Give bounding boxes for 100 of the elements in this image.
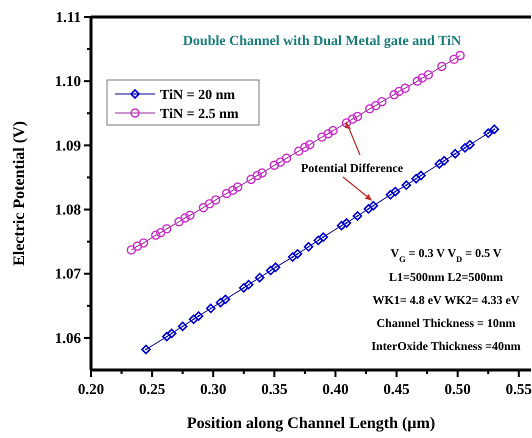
point <box>204 199 214 208</box>
point <box>402 180 412 190</box>
point <box>156 228 166 238</box>
point <box>390 186 400 196</box>
point <box>266 266 276 276</box>
point <box>449 54 459 64</box>
point <box>483 128 494 138</box>
point <box>151 230 160 240</box>
point <box>185 210 195 220</box>
point <box>292 249 302 259</box>
point <box>304 242 314 252</box>
point <box>364 204 374 214</box>
point <box>364 104 374 114</box>
point <box>141 344 151 354</box>
point <box>368 200 378 210</box>
point <box>166 328 176 338</box>
point <box>276 157 286 167</box>
point <box>377 97 387 106</box>
annotation: Potential Difference <box>300 161 404 175</box>
y-tick-label: 1.11 <box>56 10 81 26</box>
point <box>126 245 136 255</box>
point <box>252 170 262 180</box>
point <box>352 112 362 122</box>
point <box>317 132 327 142</box>
point <box>270 262 280 272</box>
point <box>328 126 338 136</box>
point <box>323 129 333 139</box>
point <box>386 190 396 200</box>
annotation: L1=500nm L2=500nm <box>388 270 504 284</box>
x-tick-label: 0.35 <box>261 382 288 398</box>
x-tick-label: 0.55 <box>506 382 532 398</box>
point <box>490 124 500 134</box>
x-tick-label: 0.30 <box>200 382 226 398</box>
point <box>434 159 444 169</box>
point <box>412 76 422 86</box>
legend-label: TiN = 2.5 nm <box>160 107 239 122</box>
point <box>220 294 230 304</box>
point <box>424 70 434 80</box>
point <box>162 332 172 342</box>
y-tick-label: 1.10 <box>54 74 81 90</box>
x-tick-label: 0.50 <box>444 382 471 398</box>
y-tick-label: 1.07 <box>54 266 82 283</box>
point <box>162 224 172 234</box>
point <box>455 50 465 60</box>
point <box>180 213 190 223</box>
point <box>450 148 460 159</box>
point <box>389 90 399 100</box>
point <box>300 142 310 152</box>
point <box>394 86 404 96</box>
legend-label: TiN = 20 nm <box>160 88 236 103</box>
point <box>244 280 254 290</box>
annotation: InterOxide Thickness =40nm <box>371 339 521 353</box>
point <box>254 272 264 282</box>
x-axis-title: Position along Channel Length (µm) <box>186 415 436 432</box>
y-tick-label: 1.09 <box>54 138 81 154</box>
point <box>198 202 208 212</box>
point <box>437 62 446 72</box>
point <box>400 84 410 93</box>
point <box>342 218 352 228</box>
point <box>314 236 324 246</box>
point <box>222 188 232 198</box>
point <box>132 241 142 251</box>
point <box>232 182 242 192</box>
point <box>294 146 304 156</box>
point <box>371 100 380 110</box>
text: Double Channel with Dual Metal gate and TiN <box>182 34 462 49</box>
point <box>305 140 314 150</box>
point <box>465 140 475 150</box>
annotation: WK1= 4.8 eV WK2= 4.33 eV <box>372 293 520 307</box>
point <box>178 322 188 332</box>
x-tick-label: 0.25 <box>138 382 166 398</box>
point <box>336 220 346 230</box>
point <box>210 195 220 205</box>
y-axis-title: Electric Potential (V) <box>11 121 28 266</box>
point <box>270 160 280 170</box>
x-tick-label: 0.20 <box>78 382 104 398</box>
x-tick-label: 0.40 <box>322 382 349 398</box>
y-tick-label: 1.06 <box>54 330 82 347</box>
point <box>342 118 352 128</box>
point <box>418 73 427 83</box>
x-tick-label: 0.45 <box>383 382 410 398</box>
annotation: Channel Thickness = 10nm <box>376 316 516 330</box>
point <box>188 314 198 324</box>
point <box>257 168 267 178</box>
y-tick-label: 1.08 <box>54 202 81 219</box>
point <box>460 143 470 153</box>
point <box>194 311 204 321</box>
point <box>439 156 450 166</box>
point <box>282 154 292 163</box>
point <box>238 283 249 293</box>
point <box>288 252 298 262</box>
point <box>348 114 358 124</box>
point <box>138 238 148 248</box>
annotation: V$_{G}$ = 0.3 V V$_{D}$ = 0.5 V <box>390 246 502 264</box>
point <box>174 217 184 226</box>
point <box>228 186 238 195</box>
point <box>246 174 256 184</box>
point <box>411 174 421 184</box>
point <box>206 304 216 314</box>
point <box>318 232 328 242</box>
